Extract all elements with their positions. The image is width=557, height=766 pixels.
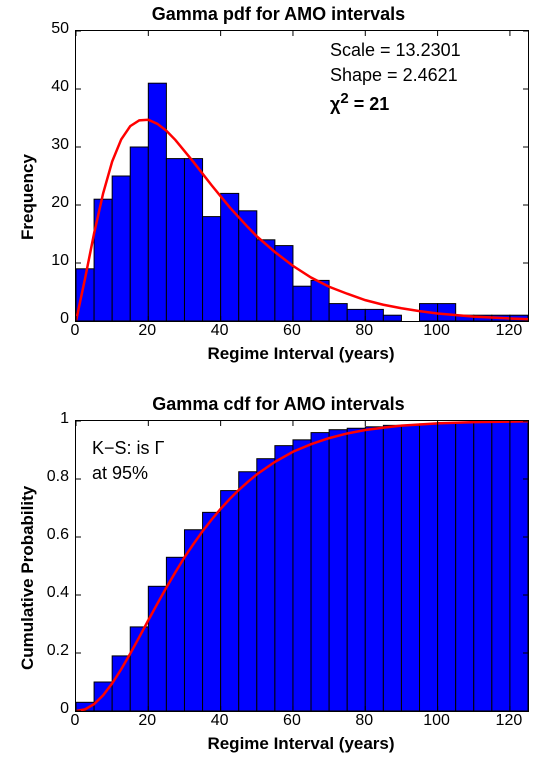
- histogram-bar: [456, 422, 474, 711]
- cdf-ylabel: Cumulative Probability: [18, 486, 38, 670]
- histogram-bar: [112, 176, 130, 321]
- xtick-label: 120: [494, 322, 524, 340]
- pdf-xlabel: Regime Interval (years): [75, 344, 527, 364]
- histogram-bar: [365, 309, 383, 321]
- histogram-bar: [383, 425, 401, 711]
- histogram-bar: [184, 530, 202, 711]
- pdf-ylabel: Frequency: [18, 154, 38, 240]
- histogram-bar: [166, 159, 184, 321]
- histogram-bar: [401, 425, 419, 711]
- cdf-panel: Gamma cdf for AMO intervals Cumulative P…: [0, 390, 557, 766]
- histogram-bar: [420, 424, 438, 711]
- histogram-bar: [130, 147, 148, 321]
- histogram-bar: [311, 433, 329, 711]
- xtick-label: 60: [277, 322, 307, 340]
- ytick-label: 10: [51, 252, 69, 270]
- xtick-label: 20: [132, 322, 162, 340]
- histogram-bar: [203, 217, 221, 321]
- histogram-bar: [112, 656, 130, 711]
- xtick-label: 80: [349, 712, 379, 730]
- chi2-prefix: χ: [330, 94, 340, 114]
- ytick-label: 30: [51, 136, 69, 154]
- histogram-bar: [257, 240, 275, 321]
- cdf-title: Gamma cdf for AMO intervals: [0, 394, 557, 415]
- histogram-bar: [293, 286, 311, 321]
- histogram-bar: [203, 512, 221, 711]
- xtick-label: 40: [205, 322, 235, 340]
- chi2-suffix: = 21: [349, 94, 390, 114]
- pdf-annot-scale: Scale = 13.2301: [330, 38, 461, 63]
- pdf-annot-chi2: χ2 = 21: [330, 88, 461, 117]
- cdf-annot-line1: K−S: is Γ: [92, 436, 164, 461]
- cdf-annotation: K−S: is Γ at 95%: [92, 436, 164, 486]
- histogram-bar: [329, 430, 347, 711]
- ytick-label: 1: [60, 410, 69, 428]
- histogram-bar: [383, 315, 401, 321]
- histogram-bar: [347, 309, 365, 321]
- histogram-bar: [492, 422, 510, 711]
- xtick-label: 40: [205, 712, 235, 730]
- pdf-plot-area: [75, 30, 529, 322]
- histogram-bar: [438, 304, 456, 321]
- ytick-label: 0.6: [47, 526, 69, 544]
- histogram-bar: [365, 427, 383, 711]
- histogram-bar: [347, 428, 365, 711]
- xtick-label: 120: [494, 712, 524, 730]
- ytick-label: 0.8: [47, 468, 69, 486]
- xtick-label: 20: [132, 712, 162, 730]
- histogram-bar: [148, 83, 166, 321]
- ytick-label: 0.2: [47, 642, 69, 660]
- histogram-bar: [438, 422, 456, 711]
- ytick-label: 20: [51, 194, 69, 212]
- histogram-bar: [510, 421, 528, 711]
- histogram-bar: [184, 159, 202, 321]
- histogram-bar: [166, 557, 184, 711]
- histogram-bar: [257, 459, 275, 711]
- histogram-bar: [239, 472, 257, 711]
- histogram-bar: [293, 440, 311, 711]
- pdf-annotation: Scale = 13.2301 Shape = 2.4621 χ2 = 21: [330, 38, 461, 118]
- cdf-annot-line2: at 95%: [92, 461, 164, 486]
- pdf-title: Gamma pdf for AMO intervals: [0, 4, 557, 25]
- ytick-label: 0.4: [47, 584, 69, 602]
- ytick-label: 50: [51, 20, 69, 38]
- xtick-label: 100: [422, 322, 452, 340]
- xtick-label: 0: [60, 712, 90, 730]
- figure: Gamma pdf for AMO intervals Frequency 0 1…: [0, 0, 557, 766]
- xtick-label: 80: [349, 322, 379, 340]
- ytick-label: 40: [51, 78, 69, 96]
- pdf-panel: Gamma pdf for AMO intervals Frequency 0 1…: [0, 0, 557, 380]
- histogram-bar: [474, 422, 492, 711]
- pdf-annot-shape: Shape = 2.4621: [330, 63, 461, 88]
- histogram-bar: [275, 446, 293, 711]
- histogram-bar: [329, 304, 347, 321]
- cdf-xlabel: Regime Interval (years): [75, 734, 527, 754]
- xtick-label: 0: [60, 322, 90, 340]
- xtick-label: 60: [277, 712, 307, 730]
- histogram-bar: [221, 491, 239, 711]
- xtick-label: 100: [422, 712, 452, 730]
- chi2-sup: 2: [340, 90, 348, 107]
- histogram-bar: [275, 246, 293, 321]
